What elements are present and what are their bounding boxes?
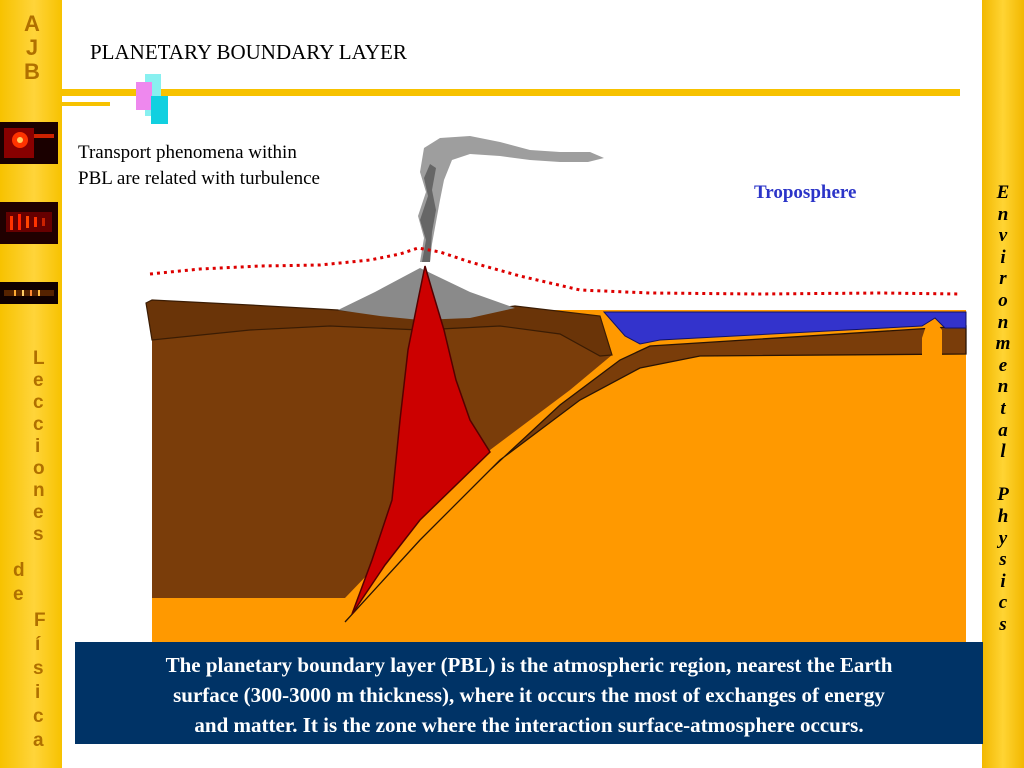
side-letter: y bbox=[998, 527, 1008, 549]
vertical-text-environmental-physics: E n v i r o n m e n t a l P h y s i c s bbox=[982, 182, 1024, 635]
side-letter: r bbox=[999, 268, 1007, 290]
crust-top-layer bbox=[145, 299, 613, 357]
side-letter: i bbox=[1000, 570, 1006, 592]
side-letter: i bbox=[1000, 246, 1006, 268]
side-letter: l bbox=[1000, 441, 1006, 463]
thumbnail-fire-image bbox=[0, 122, 58, 164]
side-letter: c bbox=[33, 392, 44, 413]
side-letter: e bbox=[13, 584, 24, 605]
continental-crust bbox=[152, 306, 612, 598]
ajb-logo: A J B bbox=[6, 12, 58, 84]
side-letter: i bbox=[35, 436, 41, 457]
right-sidebar bbox=[982, 0, 1024, 768]
side-letter: m bbox=[995, 333, 1011, 355]
side-letter: s bbox=[999, 613, 1007, 635]
side-letter: i bbox=[35, 682, 41, 703]
magma-conduit bbox=[351, 265, 491, 615]
side-letter: í bbox=[35, 634, 41, 655]
side-letter: n bbox=[997, 311, 1009, 333]
oceanic-plate bbox=[344, 325, 967, 623]
side-letter: c bbox=[998, 592, 1008, 614]
slide-title: PLANETARY BOUNDARY LAYER bbox=[90, 40, 407, 64]
smoke-core-dark bbox=[420, 164, 436, 262]
side-letter: s bbox=[999, 549, 1007, 571]
side-letter: e bbox=[33, 502, 44, 523]
side-letter: o bbox=[998, 289, 1008, 311]
side-letter: v bbox=[998, 225, 1008, 247]
mid-ocean-ridge-magma bbox=[922, 322, 942, 356]
side-letter: s bbox=[33, 524, 44, 545]
side-letter: o bbox=[33, 458, 45, 479]
side-letter: E bbox=[996, 182, 1010, 203]
caption-line-2: surface (300-3000 m thickness), where it… bbox=[173, 683, 885, 707]
side-letter: c bbox=[33, 706, 44, 727]
side-letter: a bbox=[33, 730, 44, 751]
thumbnail-line-spectrum-image bbox=[0, 282, 58, 304]
pbl-definition-caption: The planetary boundary layer (PBL) is th… bbox=[75, 642, 983, 744]
side-letter: L bbox=[33, 348, 45, 369]
side-letter: a bbox=[998, 419, 1008, 441]
side-letter: e bbox=[998, 354, 1008, 376]
side-letter: n bbox=[997, 203, 1009, 225]
troposphere-label: Troposphere bbox=[754, 182, 857, 203]
transport-phenomena-note: Transport phenomena within PBL are relat… bbox=[78, 140, 388, 192]
caption-line-1: The planetary boundary layer (PBL) is th… bbox=[165, 653, 893, 677]
ocean-water bbox=[602, 311, 967, 345]
side-letter: n bbox=[33, 480, 45, 501]
side-letter: t bbox=[1000, 397, 1006, 419]
side-letter: e bbox=[33, 370, 44, 391]
side-letter: n bbox=[997, 376, 1009, 398]
title-underline-decoration bbox=[60, 74, 960, 124]
thumbnail-spectrum-image bbox=[0, 202, 58, 244]
logo-letter: B bbox=[24, 59, 40, 84]
side-letter: F bbox=[34, 610, 46, 631]
transport-line-2: PBL are related with turbulence bbox=[78, 168, 320, 189]
volcanic-smoke-plume bbox=[418, 136, 604, 262]
logo-letter: J bbox=[25, 35, 39, 60]
transport-line-1: Transport phenomena within bbox=[78, 142, 297, 163]
side-letter: P bbox=[997, 484, 1009, 506]
side-letter: s bbox=[33, 658, 44, 679]
side-letter: d bbox=[13, 560, 25, 581]
caption-line-3: and matter. It is the zone where the int… bbox=[194, 713, 864, 737]
logo-letter: A bbox=[24, 11, 40, 36]
pbl-top-dotted-line bbox=[149, 246, 961, 296]
side-letter: h bbox=[997, 505, 1009, 527]
side-letter: c bbox=[33, 414, 44, 435]
